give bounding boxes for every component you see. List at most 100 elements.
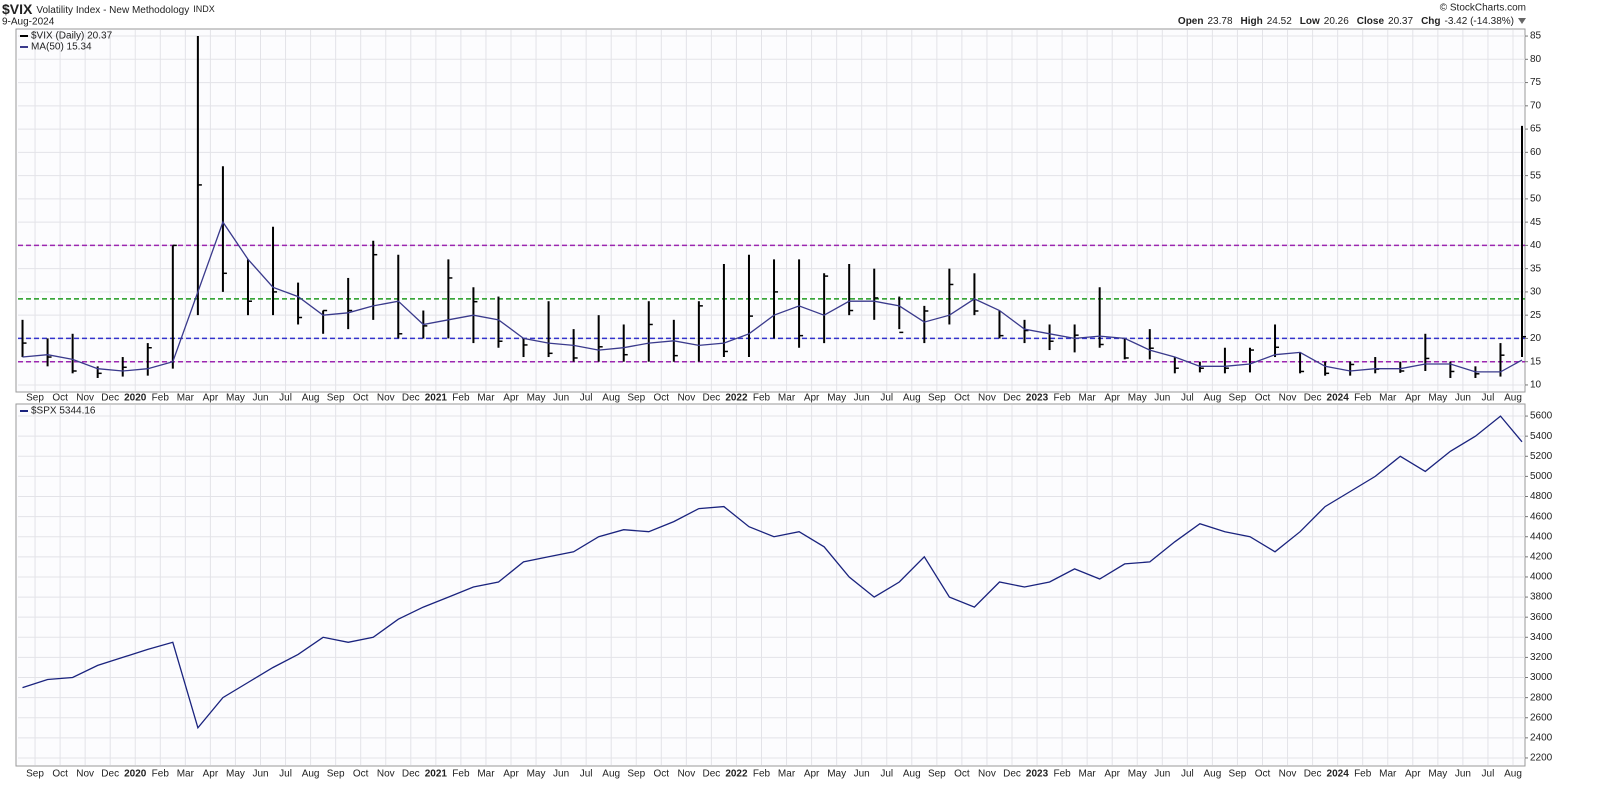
y-tick-label: 35 [1530, 263, 1542, 274]
legend-label: $SPX 5344.16 [31, 406, 96, 417]
y-tick-label: 15 [1530, 356, 1542, 367]
quote-value: 20.37 [1388, 16, 1413, 27]
x-tick-label: Jun [252, 769, 268, 780]
x-tick-label: Jul [1181, 769, 1194, 780]
quote: Open 23.78 High 24.52 Low 20.26 Close 20.37 Chg -… [1178, 16, 1514, 27]
plot-area [15, 28, 1526, 393]
x-tick-label: Dec [1304, 769, 1322, 780]
x-tick-label: Nov [377, 769, 395, 780]
x-tick-label: Nov [76, 769, 94, 780]
x-tick-label: Apr [203, 393, 219, 404]
x-tick-label: Mar [177, 393, 195, 404]
y-tick-label: 45 [1530, 217, 1542, 228]
x-tick-label: Feb [152, 769, 170, 780]
x-tick-label: 2023 [1026, 393, 1049, 404]
x-tick-label: Aug [1204, 393, 1222, 404]
x-tick-label: Aug [903, 393, 921, 404]
x-tick-label: Jul [580, 769, 593, 780]
x-tick-label: Sep [26, 393, 44, 404]
x-tick-label: Apr [804, 769, 820, 780]
x-tick-label: Dec [1304, 393, 1322, 404]
quote-label: Low [1300, 16, 1320, 27]
y-tick-label: 4200 [1530, 551, 1553, 562]
x-tick-label: Jul [279, 769, 292, 780]
x-tick-label: Sep [1229, 769, 1247, 780]
x-tick-label: Jul [580, 393, 593, 404]
x-tick-label: May [226, 769, 245, 780]
x-tick-label: Mar [778, 393, 796, 404]
x-tick-label: Jun [252, 393, 268, 404]
y-tick-label: 3200 [1530, 652, 1553, 663]
x-tick-label: Mar [1079, 393, 1097, 404]
x-tick-label: Jun [1154, 393, 1170, 404]
y-tick-label: 85 [1530, 31, 1542, 42]
dropdown-arrow[interactable] [1518, 18, 1526, 24]
y-tick-label: 50 [1530, 194, 1542, 205]
x-tick-label: 2023 [1026, 769, 1049, 780]
index-name: Volatility Index - New Methodology [36, 5, 189, 16]
quote-label: Close [1357, 16, 1385, 27]
plot-area [15, 403, 1526, 767]
x-tick-label: Apr [503, 393, 519, 404]
x-tick-label: 2024 [1327, 393, 1350, 404]
x-tick-label: Jul [1181, 393, 1194, 404]
x-tick-label: Dec [402, 393, 420, 404]
x-tick-label: Feb [1053, 769, 1071, 780]
x-tick-label: Dec [402, 769, 420, 780]
x-tick-label: Oct [52, 769, 68, 780]
x-tick-label: Nov [377, 393, 395, 404]
x-tick-label: Feb [1053, 393, 1071, 404]
x-tick-label: Oct [1255, 393, 1271, 404]
quote-value: -3.42 (-14.38%) [1445, 16, 1514, 27]
x-tick-label: Mar [177, 769, 195, 780]
x-tick-label: Feb [152, 393, 170, 404]
y-tick-label: 4400 [1530, 531, 1553, 542]
x-tick-label: May [1128, 769, 1147, 780]
quote-label: Chg [1421, 16, 1440, 27]
x-tick-label: Mar [477, 769, 495, 780]
y-tick-label: 30 [1530, 287, 1542, 298]
x-tick-label: Mar [477, 393, 495, 404]
x-tick-label: Apr [203, 769, 219, 780]
x-tick-label: Sep [928, 393, 946, 404]
x-tick-label: Aug [602, 393, 620, 404]
x-tick-label: Oct [654, 393, 670, 404]
y-tick-label: 25 [1530, 310, 1542, 321]
x-tick-label: Aug [1504, 393, 1522, 404]
symbol: $VIX [2, 1, 33, 17]
x-tick-label: Aug [302, 769, 320, 780]
x-tick-label: Nov [1279, 769, 1297, 780]
x-tick-label: Aug [1204, 769, 1222, 780]
x-tick-label: Dec [101, 393, 119, 404]
credit: © StockCharts.com [1440, 3, 1526, 14]
y-tick-label: 5600 [1530, 411, 1553, 422]
x-tick-label: Nov [76, 393, 94, 404]
x-tick-label: May [226, 393, 245, 404]
x-tick-label: Feb [452, 393, 470, 404]
y-tick-label: 4000 [1530, 572, 1553, 583]
x-tick-label: Apr [503, 769, 519, 780]
x-tick-label: Oct [353, 393, 369, 404]
x-tick-label: Aug [302, 393, 320, 404]
x-tick-label: 2021 [425, 393, 448, 404]
series-line [22, 220, 1523, 373]
y-tick-label: 3000 [1530, 672, 1553, 683]
y-tick-label: 3400 [1530, 632, 1553, 643]
x-tick-label: Mar [1379, 393, 1397, 404]
x-tick-label: Mar [1379, 769, 1397, 780]
x-tick-label: May [527, 769, 546, 780]
x-tick-label: Sep [627, 769, 645, 780]
series-line [22, 415, 1523, 730]
x-tick-label: Feb [1354, 393, 1372, 404]
x-tick-label: Nov [677, 769, 695, 780]
x-tick-label: Sep [327, 393, 345, 404]
x-tick-label: Oct [1255, 769, 1271, 780]
y-tick-label: 5200 [1530, 451, 1553, 462]
x-tick-label: Jun [1154, 769, 1170, 780]
x-tick-label: Jul [279, 393, 292, 404]
x-tick-label: Oct [52, 393, 68, 404]
x-tick-label: Jun [553, 769, 569, 780]
x-tick-label: Apr [1405, 393, 1421, 404]
x-tick-label: Nov [978, 393, 996, 404]
y-tick-label: 5400 [1530, 431, 1553, 442]
